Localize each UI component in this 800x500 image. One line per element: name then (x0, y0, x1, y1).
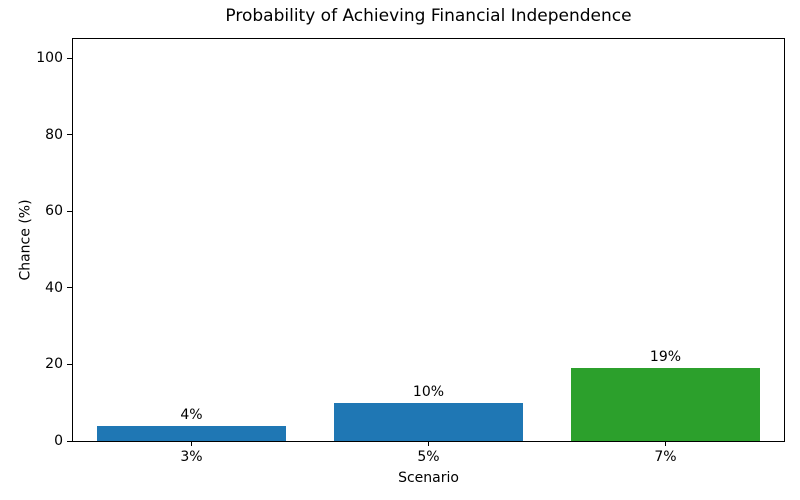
x-tick-mark (191, 441, 192, 446)
y-tick-mark (67, 440, 72, 442)
y-tick-mark (67, 210, 72, 212)
y-tick-label: 0 (54, 433, 63, 449)
y-tick-mark (67, 287, 72, 289)
y-axis-label-text: Chance (%) (18, 199, 34, 281)
bar-value-label: 19% (649, 349, 682, 366)
y-tick-mark (67, 57, 72, 59)
bar-value-label: 4% (180, 406, 203, 423)
x-tick-mark (665, 441, 666, 446)
plot-area: 4% 10% 19% 0 20 40 60 80 (36, 38, 785, 465)
x-axis-label: Scenario (398, 470, 459, 486)
x-tick-label: 3% (180, 449, 203, 465)
bar-5pct: 10% (333, 384, 524, 441)
bar-value-label: 10% (412, 383, 445, 400)
bar-7pct: 19% (570, 349, 761, 441)
y-tick-label: 40 (45, 279, 63, 296)
x-tick-label: 7% (654, 449, 677, 465)
y-tick-label: 80 (45, 126, 63, 143)
x-tick-mark (428, 441, 429, 446)
y-tick-label: 20 (45, 356, 63, 373)
y-tick-label: 60 (45, 203, 63, 220)
bar-3pct: 4% (96, 407, 287, 441)
chart-title: Probability of Achieving Financial Indep… (225, 6, 632, 26)
y-tick-mark (67, 363, 72, 365)
y-tick-mark (67, 134, 72, 136)
y-axis-label: Chance (%) (6, 38, 46, 442)
y-tick-label: 100 (36, 50, 63, 67)
x-tick-label: 5% (417, 449, 440, 465)
